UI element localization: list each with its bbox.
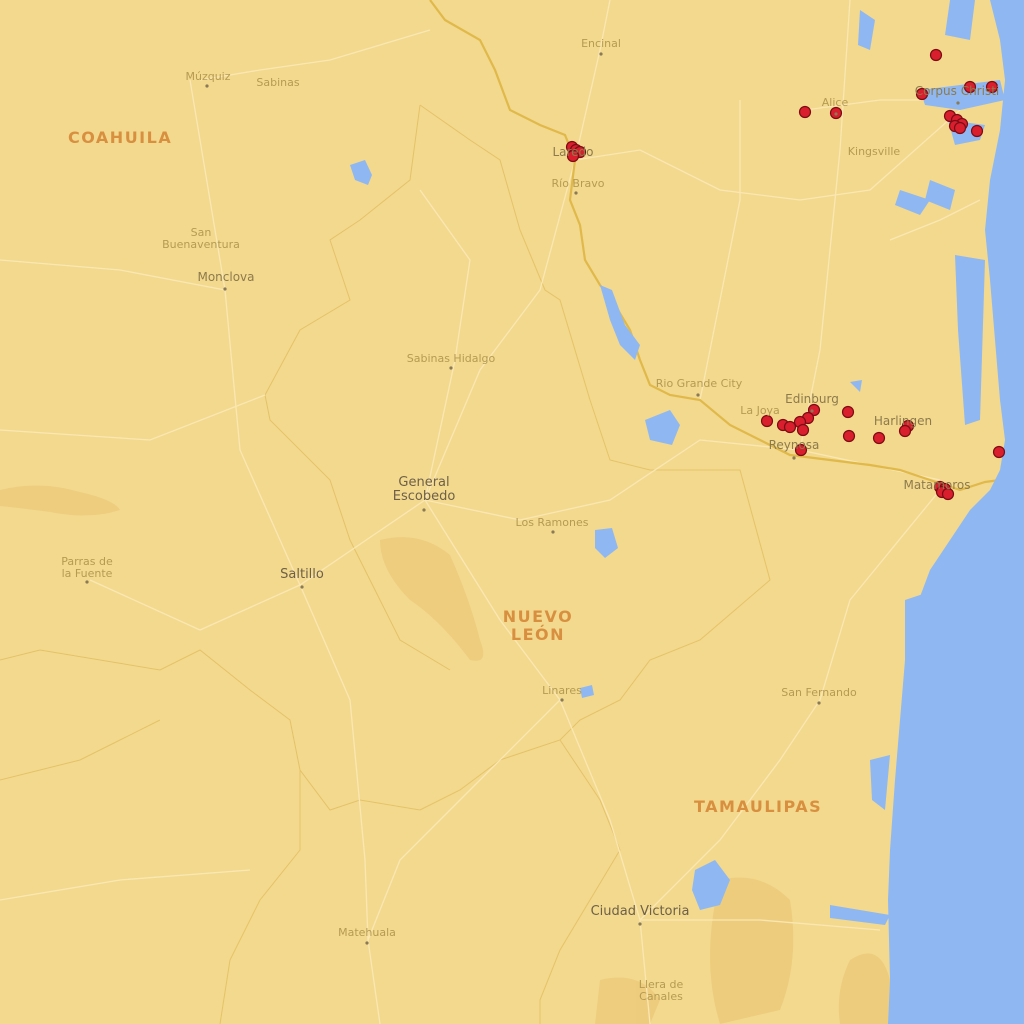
city-label-line: la Fuente <box>61 568 112 580</box>
city-label-line: Buenaventura <box>162 239 240 251</box>
city-label: Saltillo <box>280 568 324 582</box>
location-marker <box>994 447 1005 458</box>
city-label: Múzquiz <box>185 71 230 83</box>
location-marker <box>931 50 942 61</box>
city-label: Los Ramones <box>516 517 589 529</box>
location-marker <box>762 416 773 427</box>
city-label: Parras de la Fuente <box>61 556 112 580</box>
city-label: Linares <box>542 685 582 697</box>
location-marker <box>874 433 885 444</box>
city-label: Reynosa <box>769 439 820 452</box>
city-label: San Fernando <box>781 687 856 699</box>
city-label: Ciudad Victoria <box>591 905 690 919</box>
state-label-coahuila: COAHUILA <box>68 129 172 147</box>
city-label-line: Canales <box>639 991 683 1003</box>
city-label: Edinburg <box>785 393 839 406</box>
city-label: Monclova <box>197 271 254 284</box>
state-label-line: LEÓN <box>503 626 574 644</box>
state-label-line: NUEVO <box>503 608 574 626</box>
city-label: Laredo <box>552 146 593 159</box>
location-marker <box>800 107 811 118</box>
city-label: Sabinas <box>256 77 299 89</box>
city-label: Río Bravo <box>552 178 605 190</box>
location-marker <box>844 431 855 442</box>
state-label-tamaulipas: TAMAULIPAS <box>694 798 822 816</box>
city-label: Rio Grande City <box>656 378 743 390</box>
city-label: Llera de Canales <box>639 979 683 1003</box>
city-label: San Buenaventura <box>162 227 240 251</box>
location-marker <box>798 425 809 436</box>
city-label: Matehuala <box>338 927 396 939</box>
city-label-line: Escobedo <box>393 490 456 504</box>
city-label: Sabinas Hidalgo <box>407 353 496 365</box>
location-marker <box>972 126 983 137</box>
location-marker <box>843 407 854 418</box>
city-label: Encinal <box>581 38 621 50</box>
city-label: La Joya <box>740 405 780 417</box>
city-label: Matamoros <box>903 479 970 492</box>
location-marker <box>785 422 796 433</box>
city-label: Harlingen <box>874 415 932 428</box>
city-label: Kingsville <box>848 146 900 158</box>
city-label: Alice <box>822 97 848 109</box>
state-label-nuevo-leon: NUEVO LEÓN <box>503 608 574 643</box>
location-marker <box>955 123 966 134</box>
city-label: General Escobedo <box>393 476 456 505</box>
city-label-line: General <box>393 476 456 490</box>
city-label: Corpus Christi <box>915 85 1000 98</box>
